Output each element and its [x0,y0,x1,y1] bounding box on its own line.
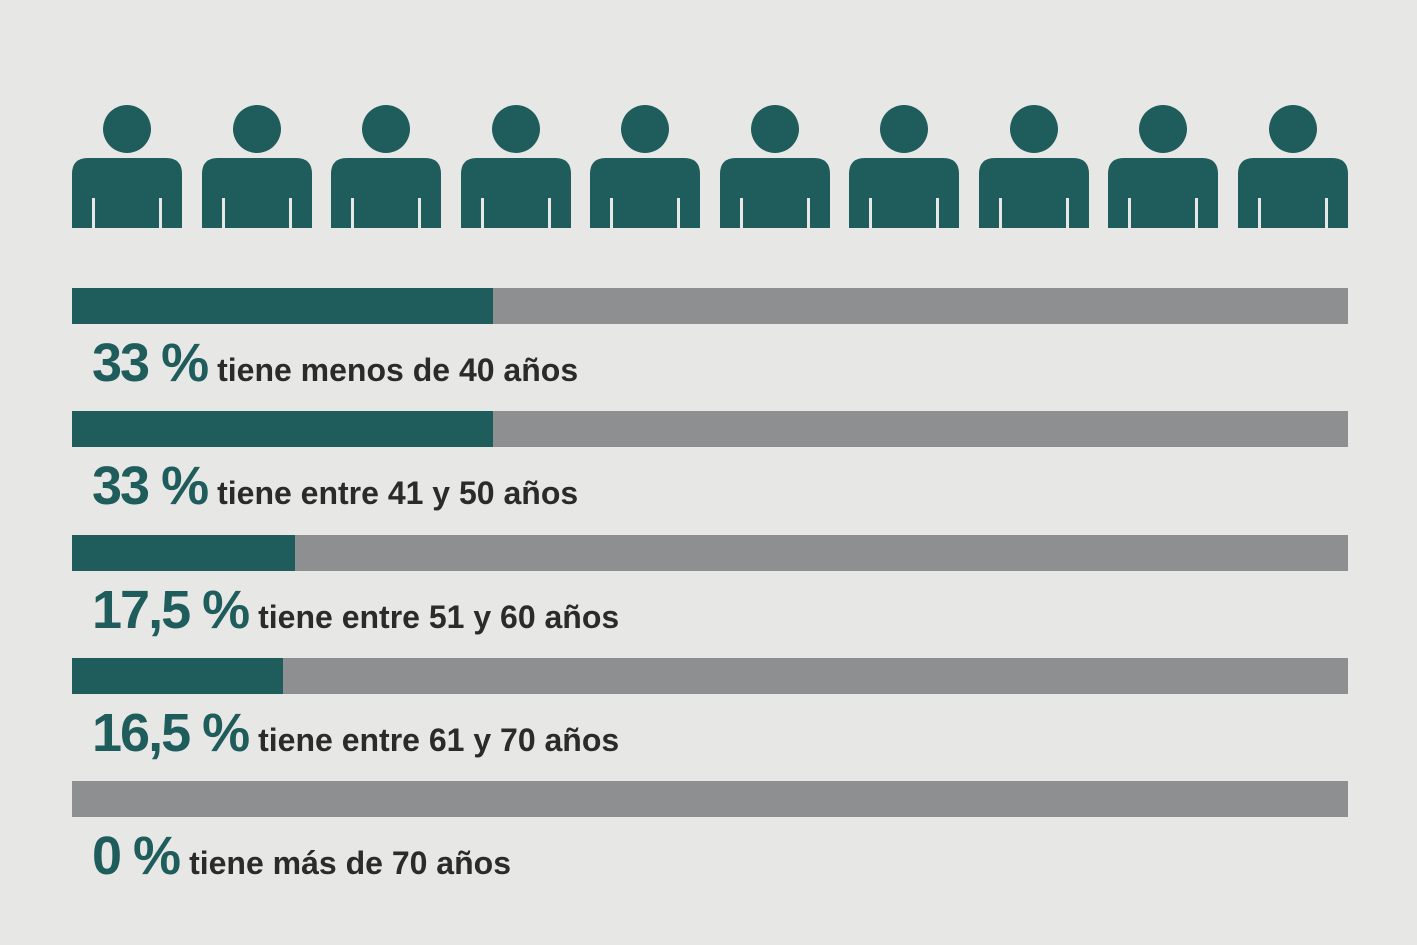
person-icon [719,104,830,228]
bar-value-label: 17,5 % [92,580,250,640]
person-icon [1237,104,1348,228]
bar-fill [72,658,283,694]
bar-track [72,535,1348,571]
bar-category-label: tiene más de 70 años [189,845,511,881]
bar-fill [72,535,296,571]
person-icon [201,104,312,228]
bar-label: 33 % tiene entre 41 y 50 años [72,455,1348,517]
bar-row: 33 % tiene menos de 40 años [72,288,1348,394]
bar-fill [72,411,494,447]
person-icon [331,104,442,228]
people-icon-row [72,104,1348,228]
bar-track [72,411,1348,447]
bar-row: 16,5 % tiene entre 61 y 70 años [72,658,1348,764]
bar-track [72,658,1348,694]
bar-category-label: tiene entre 61 y 70 años [258,722,620,758]
person-icon [460,104,571,228]
bar-value-label: 33 % [92,333,209,393]
bar-label: 16,5 % tiene entre 61 y 70 años [72,702,1348,764]
bar-category-label: tiene menos de 40 años [217,352,579,388]
person-icon [72,104,182,228]
bar-value-label: 0 % [92,826,181,886]
bar-fill [72,288,494,324]
bar-track [72,288,1348,324]
bar-label: 33 % tiene menos de 40 años [72,332,1348,394]
bar-track [72,781,1348,817]
bar-row: 0 % tiene más de 70 años [72,781,1348,887]
bar-value-label: 33 % [92,456,209,516]
bar-label: 17,5 % tiene entre 51 y 60 años [72,579,1348,641]
bar-category-label: tiene entre 51 y 60 años [258,599,620,635]
person-icon [978,104,1089,228]
bar-row: 17,5 % tiene entre 51 y 60 años [72,535,1348,641]
person-icon [590,104,701,228]
bar-row: 33 % tiene entre 41 y 50 años [72,411,1348,517]
bar-label: 0 % tiene más de 70 años [72,825,1348,887]
bar-category-label: tiene entre 41 y 50 años [217,475,579,511]
person-icon [1108,104,1219,228]
person-icon [849,104,960,228]
bar-value-label: 16,5 % [92,703,250,763]
